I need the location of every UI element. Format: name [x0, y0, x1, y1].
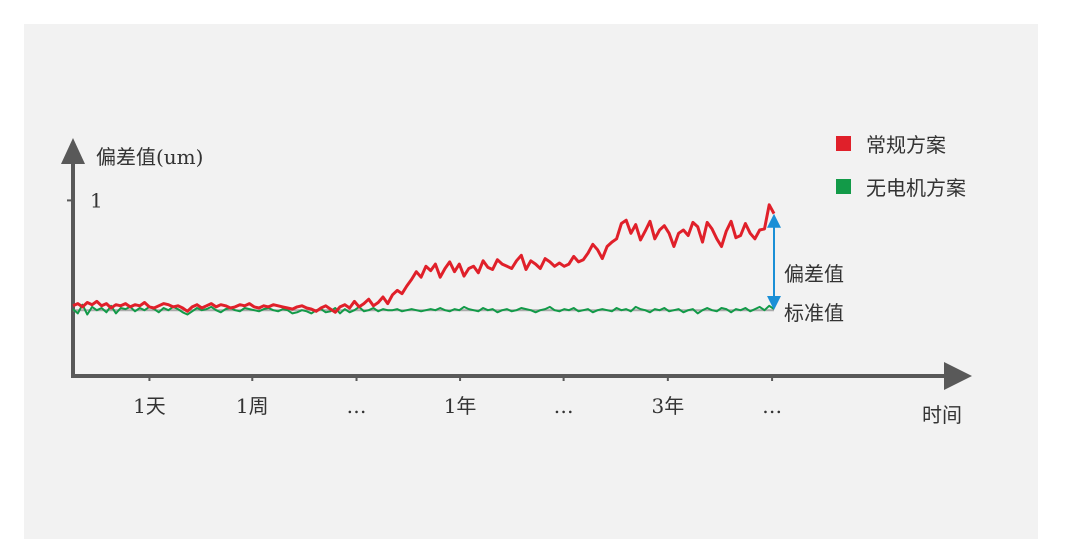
legend-swatch-conventional — [836, 136, 851, 151]
annotations: 偏差值 标准值 — [767, 213, 844, 325]
legend: 常规方案 无电机方案 — [836, 133, 966, 200]
series-line-conventional — [72, 203, 776, 314]
x-ticks: 1天 1周 … 1年 … 3年 … — [133, 377, 782, 418]
deviation-annotation: 偏差值 — [784, 262, 844, 286]
y-tick-label: 1 — [90, 188, 103, 212]
x-tick-label: … — [554, 394, 574, 418]
y-ticks: 1 — [67, 188, 103, 212]
legend-swatch-motorless — [836, 179, 851, 194]
x-tick-label: … — [347, 394, 367, 418]
x-axis-label: 时间 — [922, 403, 962, 427]
standard-annotation: 标准值 — [784, 301, 844, 325]
legend-label-motorless: 无电机方案 — [866, 176, 966, 200]
y-axis-label: 偏差值(um) — [96, 145, 203, 169]
chart-panel — [24, 24, 1038, 539]
x-tick-label: 1周 — [236, 394, 269, 418]
x-axis-arrow-icon — [944, 362, 972, 390]
x-tick-label: 3年 — [651, 394, 684, 418]
series-lines — [72, 203, 776, 316]
series-line-motorless — [72, 303, 775, 316]
axes — [61, 138, 972, 390]
x-tick-label: … — [762, 394, 782, 418]
legend-label-conventional: 常规方案 — [866, 133, 946, 157]
x-tick-label: 1天 — [133, 394, 166, 418]
x-tick-label: 1年 — [444, 394, 477, 418]
y-axis-arrow-icon — [61, 138, 85, 164]
